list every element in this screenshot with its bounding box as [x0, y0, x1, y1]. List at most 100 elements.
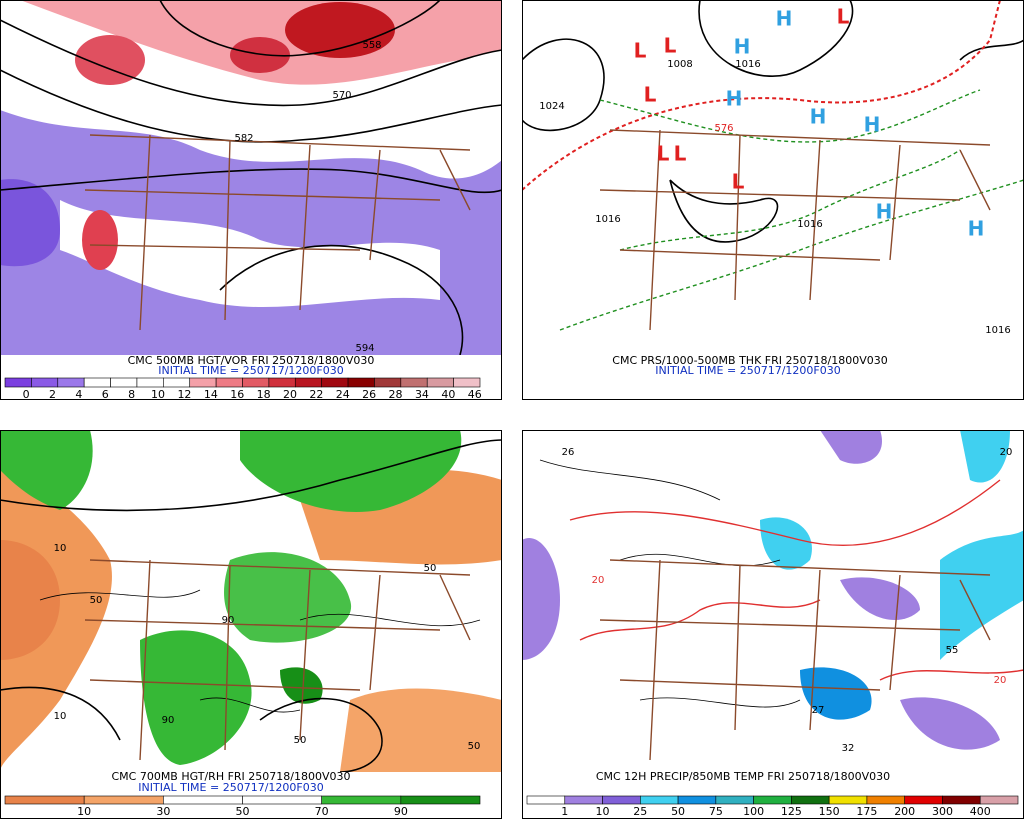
map-label: L — [634, 39, 647, 63]
colorbar-label: 300 — [932, 805, 953, 818]
map-label: L — [664, 34, 677, 58]
map-label: 50 — [468, 741, 481, 752]
map-label: L — [644, 83, 657, 107]
map-label: 50 — [424, 563, 437, 574]
colorbar-label: 75 — [709, 805, 723, 818]
colorbar-label: 6 — [102, 388, 109, 401]
map-label: 558 — [362, 40, 381, 51]
colorbar-label: 125 — [781, 805, 802, 818]
map-label: 570 — [332, 90, 351, 101]
colorbar-swatch — [294, 377, 322, 388]
map-label: 55 — [946, 645, 959, 656]
colorbar-swatch — [83, 377, 111, 388]
colorbar-label: 10 — [151, 388, 165, 401]
panel-frame — [0, 0, 502, 400]
map-label: L — [657, 142, 670, 166]
map-label: 27 — [812, 705, 825, 716]
precip-map — [522, 430, 1024, 772]
map-label: H — [876, 200, 893, 224]
colorbar-swatch — [374, 377, 402, 388]
colorbar-label: 46 — [468, 388, 482, 401]
map-label: 1016 — [797, 219, 822, 230]
colorbar-label: 18 — [257, 388, 271, 401]
colorbar-swatch — [163, 377, 191, 388]
map-label: 20 — [1000, 447, 1013, 458]
colorbar-label: 26 — [362, 388, 376, 401]
map-label: 50 — [90, 595, 103, 606]
colorbar-label: 24 — [336, 388, 350, 401]
map-label: 20 — [592, 575, 605, 586]
colorbar-label: 20 — [283, 388, 297, 401]
map-label: 1016 — [595, 214, 620, 225]
map-label: L — [732, 170, 745, 194]
colorbar-swatch — [321, 377, 349, 388]
colorbar-swatch — [242, 377, 270, 388]
colorbar-label: 28 — [389, 388, 403, 401]
colorbar-label: 12 — [177, 388, 191, 401]
humidity-map — [0, 430, 502, 772]
panel-caption: CMC 500MB HGT/VOR FRI 250718/1800V030 — [128, 354, 375, 367]
colorbar-label: 22 — [309, 388, 323, 401]
colorbar-swatch — [400, 377, 428, 388]
colorbar-swatch — [4, 795, 85, 805]
colorbar-swatch — [347, 377, 375, 388]
colorbar-swatch — [904, 795, 943, 805]
colorbar-swatch — [242, 795, 322, 805]
colorbar-label: 10 — [77, 805, 91, 818]
map-label: 576 — [714, 123, 733, 134]
panel-caption: CMC 700MB HGT/RH FRI 250718/1800V030 — [111, 770, 350, 783]
colorbar-swatch — [163, 795, 243, 805]
pressure-map — [522, 0, 1024, 355]
map-label: H — [734, 35, 751, 59]
colorbar-swatch — [828, 795, 868, 805]
colorbar-swatch — [4, 377, 32, 388]
colorbar-swatch — [602, 795, 641, 805]
colorbar-label: 50 — [671, 805, 685, 818]
vorticity-map — [0, 0, 502, 355]
map-label: 1016 — [985, 325, 1010, 336]
map-label: 1016 — [735, 59, 760, 70]
map-label: L — [674, 142, 687, 166]
initial-time: INITIAL TIME = 250717/1200F030 — [158, 364, 343, 377]
panel-caption: CMC PRS/1000-500MB THK FRI 250718/1800V0… — [612, 354, 887, 367]
colorbar-swatch — [321, 795, 402, 805]
map-label: 1008 — [667, 59, 692, 70]
colorbar-label: 1 — [561, 805, 568, 818]
colorbar-swatch — [215, 377, 243, 388]
colorbar-swatch — [400, 795, 481, 805]
panel-caption: CMC 12H PRECIP/850MB TEMP FRI 250718/180… — [596, 770, 890, 783]
colorbar-swatch — [564, 795, 603, 805]
map-label: H — [864, 113, 881, 137]
map-label: H — [810, 105, 827, 129]
colorbar-swatch — [791, 795, 830, 805]
colorbar-swatch — [31, 377, 59, 388]
colorbar-swatch — [189, 377, 217, 388]
map-label: 20 — [994, 675, 1007, 686]
colorbar-swatch — [677, 795, 717, 805]
colorbar-label: 50 — [236, 805, 250, 818]
colorbar-swatch — [268, 377, 296, 388]
colorbar-label: 40 — [441, 388, 455, 401]
colorbar-label: 16 — [230, 388, 244, 401]
colorbar-label: 25 — [633, 805, 647, 818]
colorbar-swatch — [453, 377, 481, 388]
colorbar-swatch — [83, 795, 164, 805]
colorbar-label: 4 — [75, 388, 82, 401]
map-label: H — [776, 7, 793, 31]
colorbar-swatch — [110, 377, 138, 388]
colorbar-label: 70 — [315, 805, 329, 818]
colorbar-label: 14 — [204, 388, 218, 401]
map-label: 594 — [355, 343, 374, 354]
colorbar-swatch — [640, 795, 679, 805]
map-label: 90 — [222, 615, 235, 626]
map-label: 90 — [162, 715, 175, 726]
colorbar-label: 90 — [394, 805, 408, 818]
colorbar-label: 10 — [596, 805, 610, 818]
colorbar-swatch — [753, 795, 792, 805]
colorbar-label: 2 — [49, 388, 56, 401]
colorbar-swatch — [526, 795, 566, 805]
map-label: 10 — [54, 711, 67, 722]
colorbar-swatch — [426, 377, 454, 388]
